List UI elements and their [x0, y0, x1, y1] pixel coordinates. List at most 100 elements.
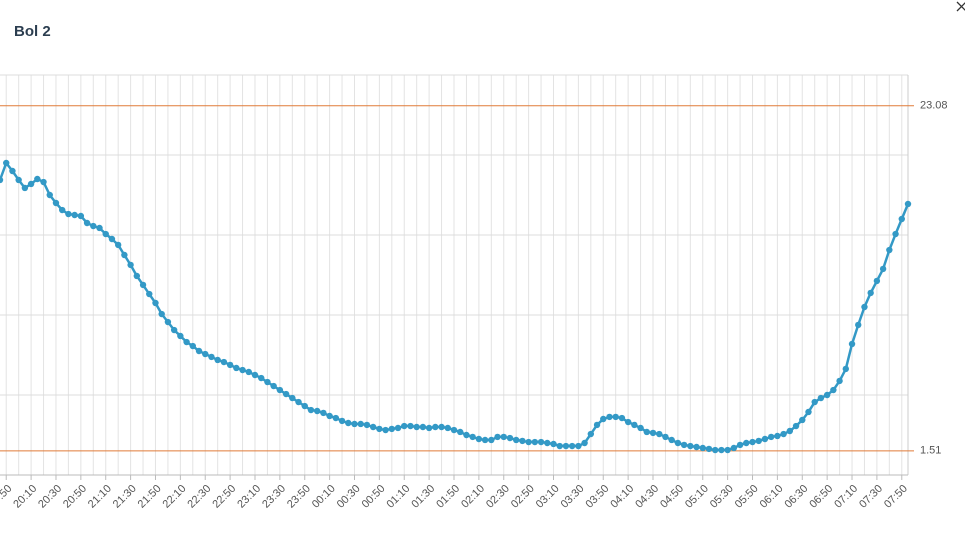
data-point: [842, 365, 850, 373]
data-point: [320, 409, 327, 417]
data-point: [848, 340, 856, 348]
data-point: [662, 433, 669, 441]
data-point: [755, 437, 762, 445]
data-point: [301, 402, 308, 410]
data-point: [680, 441, 688, 449]
data-point: [512, 436, 520, 444]
data-point: [712, 446, 719, 454]
data-point: [475, 435, 483, 443]
data-point: [593, 421, 601, 429]
data-point: [15, 176, 22, 184]
data-point: [457, 428, 464, 436]
data-point: [307, 406, 315, 414]
data-point: [556, 442, 563, 450]
data-point: [600, 415, 607, 423]
data-point: [338, 417, 346, 425]
data-point: [71, 211, 78, 219]
data-point: [544, 439, 551, 447]
data-point: [363, 421, 371, 429]
data-point: [562, 442, 570, 450]
data-point: [855, 321, 862, 329]
data-point: [177, 332, 184, 340]
data-point: [718, 446, 725, 454]
data-point: [699, 444, 706, 452]
data-point: [811, 398, 818, 406]
data-point: [656, 430, 663, 438]
data-point: [0, 176, 4, 184]
data-point: [96, 224, 103, 232]
data-point: [668, 436, 675, 444]
data-point: [823, 391, 831, 399]
chart-title: Bol 2: [14, 23, 51, 40]
data-point: [326, 412, 333, 420]
data-point: [873, 277, 881, 285]
data-point: [3, 159, 10, 167]
data-point: [705, 445, 713, 453]
data-point: [761, 435, 769, 443]
data-point: [245, 368, 252, 376]
data-point: [649, 429, 657, 437]
data-point: [139, 281, 147, 289]
data-point: [506, 434, 514, 442]
data-point: [525, 438, 532, 446]
threshold-label: 23.08: [920, 100, 948, 112]
data-point: [52, 199, 60, 207]
data-point: [904, 200, 912, 208]
data-point: [444, 424, 451, 432]
data-point: [500, 433, 507, 441]
data-point: [34, 175, 41, 183]
data-point: [886, 246, 893, 254]
data-point: [531, 438, 539, 446]
data-point: [898, 215, 905, 223]
data-point: [382, 426, 389, 434]
data-point: [575, 442, 582, 450]
data-point: [587, 430, 595, 438]
data-point: [438, 423, 445, 431]
data-point: [736, 441, 744, 449]
data-point: [65, 210, 72, 218]
data-point: [581, 439, 588, 447]
data-point: [494, 433, 501, 441]
data-point: [276, 386, 284, 394]
data-point: [799, 416, 806, 424]
data-point: [121, 251, 128, 259]
data-point: [743, 439, 750, 447]
data-point: [208, 353, 215, 361]
data-point: [258, 374, 265, 382]
data-point: [264, 378, 271, 386]
data-point: [481, 436, 489, 444]
data-point: [550, 440, 557, 448]
data-point: [270, 382, 277, 390]
data-point: [419, 423, 427, 431]
data-point: [693, 443, 700, 451]
data-point: [351, 420, 358, 428]
data-point: [780, 430, 787, 438]
data-point: [27, 180, 35, 188]
data-point: [450, 426, 458, 434]
data-point: [612, 413, 619, 421]
data-point: [164, 318, 172, 326]
data-point: [724, 446, 731, 454]
data-point: [233, 364, 240, 372]
data-point: [158, 310, 165, 318]
data-point: [90, 222, 97, 230]
data-point: [631, 421, 638, 429]
data-point: [792, 422, 800, 430]
data-point: [195, 347, 203, 355]
data-point: [376, 425, 383, 433]
data-point: [58, 206, 66, 214]
data-point: [183, 338, 190, 346]
data-point: [357, 420, 364, 428]
data-point: [624, 418, 632, 426]
data-point: [369, 423, 377, 431]
data-point: [152, 299, 159, 307]
data-point: [892, 230, 899, 238]
data-point: [407, 422, 414, 430]
data-point: [388, 425, 396, 433]
data-point: [425, 424, 433, 432]
data-point: [189, 342, 196, 350]
data-point: [127, 261, 134, 269]
data-point: [102, 230, 109, 238]
